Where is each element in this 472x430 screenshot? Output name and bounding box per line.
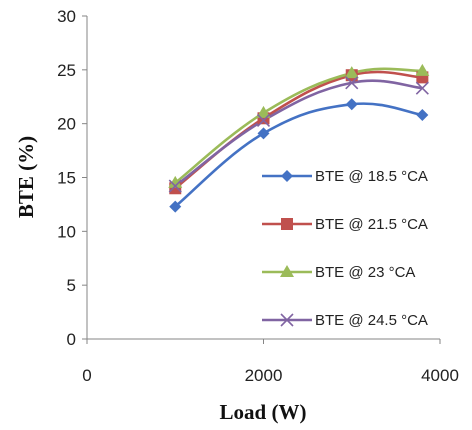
data-point-bte-18-5-ca — [169, 200, 182, 213]
y-axis-title: BTE (%) — [14, 136, 38, 218]
y-tick-label: 0 — [67, 330, 76, 349]
data-point-bte-18-5-ca — [416, 109, 429, 122]
data-point-bte-23-ca — [168, 175, 183, 188]
plot-area: 0 5 10 15 20 25 30 0 2000 4000 — [57, 7, 459, 385]
legend-item-bte-24-5-ca: BTE @ 24.5 °CA — [262, 312, 428, 329]
y-axis-ticks: 0 5 10 15 20 25 30 — [57, 7, 87, 349]
x-tick-label: 0 — [82, 366, 91, 385]
x-tick-label: 2000 — [245, 366, 283, 385]
legend-label: BTE @ 21.5 °CA — [315, 216, 428, 233]
data-point-bte-24-5-ca — [345, 76, 359, 90]
legend-item-bte-18-5-ca: BTE @ 18.5 °CA — [262, 168, 428, 185]
data-point-bte-24-5-ca — [256, 113, 271, 128]
data-point-bte-23-ca — [344, 66, 359, 79]
data-point-bte-23-ca — [415, 63, 430, 76]
data-point-bte-24-5-ca — [168, 179, 182, 193]
data-point-bte-24-5-ca — [415, 81, 429, 95]
y-tick-label: 15 — [57, 169, 76, 188]
legend: BTE @ 18.5 °CA BTE @ 21.5 °CA BTE @ 23 °CA… — [262, 168, 428, 329]
x-axis-title: Load (W) — [220, 400, 307, 424]
legend-marker-bte-24-5-ca — [280, 313, 294, 327]
legend-item-bte-23-ca: BTE @ 23 °CA — [262, 264, 415, 281]
y-tick-label: 30 — [57, 7, 76, 26]
legend-marker-bte-23-ca — [280, 265, 294, 277]
data-point-bte-18-5-ca — [345, 98, 358, 111]
series-line-bte-24-5-ca — [174, 79, 423, 188]
x-axis-ticks: 0 2000 4000 — [82, 339, 459, 385]
y-tick-label: 25 — [57, 61, 76, 80]
legend-marker-bte-21-5-ca — [281, 218, 293, 230]
y-tick-label: 20 — [57, 115, 76, 134]
legend-item-bte-21-5-ca: BTE @ 21.5 °CA — [262, 216, 428, 233]
legend-marker-bte-18-5-ca — [281, 170, 293, 182]
legend-label: BTE @ 23 °CA — [315, 264, 415, 281]
legend-label: BTE @ 24.5 °CA — [315, 312, 428, 329]
data-point-bte-23-ca — [256, 105, 271, 118]
legend-label: BTE @ 18.5 °CA — [315, 168, 428, 185]
y-tick-label: 10 — [57, 222, 76, 241]
series-line-bte-23-ca — [174, 67, 423, 184]
series-lines — [174, 67, 423, 208]
y-tick-label: 5 — [67, 276, 76, 295]
series-line-bte-18-5-ca — [174, 102, 423, 208]
series-markers — [168, 63, 430, 213]
x-tick-label: 4000 — [421, 366, 459, 385]
data-point-bte-18-5-ca — [257, 127, 270, 140]
